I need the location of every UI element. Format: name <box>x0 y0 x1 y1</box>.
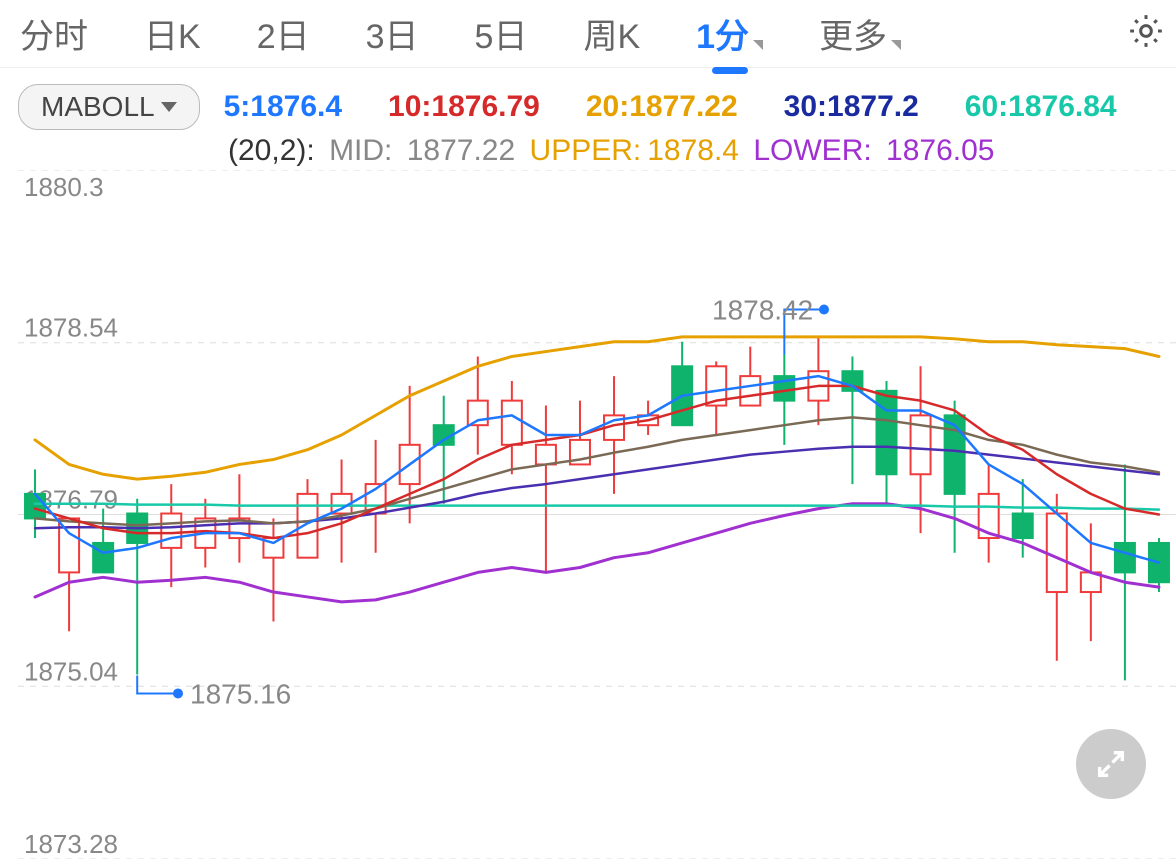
boll-params: (20,2): <box>228 134 315 167</box>
indicator-summary: MABOLL 5:1876.4 10:1876.79 20:1877.22 30… <box>0 68 1176 170</box>
chevron-down-icon <box>891 40 901 50</box>
expand-button[interactable] <box>1076 729 1146 799</box>
ma30-value: 30:1877.2 <box>784 90 919 124</box>
svg-text:1873.28: 1873.28 <box>24 829 118 859</box>
tab-more[interactable]: 更多 <box>819 9 901 58</box>
svg-text:1875.04: 1875.04 <box>24 656 118 686</box>
chevron-down-icon <box>161 102 177 112</box>
settings-button[interactable] <box>1126 11 1166 56</box>
expand-icon <box>1094 747 1128 781</box>
ma5-value: 5:1876.4 <box>224 90 342 124</box>
timeframe-tabs: 分时 日K 2日 3日 5日 周K 1分 更多 <box>20 9 901 58</box>
ma10-value: 10:1876.79 <box>388 90 540 124</box>
tab-weekk[interactable]: 周K <box>583 9 640 58</box>
gear-icon <box>1126 11 1166 51</box>
boll-mid-value: 1877.22 <box>407 134 515 167</box>
ma60-value: 60:1876.84 <box>965 90 1117 124</box>
chart-area[interactable]: 1880.31878.541876.791875.041873.281875.1… <box>0 170 1176 859</box>
timeframe-tabs-bar: 分时 日K 2日 3日 5日 周K 1分 更多 <box>0 0 1176 68</box>
chevron-down-icon <box>753 40 763 50</box>
indicator-selector[interactable]: MABOLL <box>18 84 200 130</box>
boll-upper-label: UPPER: <box>530 134 642 167</box>
ma20-value: 20:1877.22 <box>586 90 738 124</box>
tab-2day[interactable]: 2日 <box>257 9 310 58</box>
tab-more-label: 更多 <box>819 18 887 56</box>
tab-5day[interactable]: 5日 <box>475 9 528 58</box>
indicator-selector-label: MABOLL <box>41 91 155 123</box>
boll-lower-label: LOWER: <box>753 134 871 167</box>
boll-values: (20,2): MID: 1877.22 UPPER:1878.4 LOWER:… <box>18 134 1158 168</box>
svg-text:1878.54: 1878.54 <box>24 313 118 343</box>
tab-dayk[interactable]: 日K <box>144 9 201 58</box>
tab-1min-label: 1分 <box>696 18 749 56</box>
tab-1min[interactable]: 1分 <box>696 9 763 58</box>
tab-fenshi[interactable]: 分时 <box>20 9 88 58</box>
candlestick-chart: 1880.31878.541876.791875.041873.281875.1… <box>0 170 1176 859</box>
svg-text:1880.3: 1880.3 <box>24 172 104 202</box>
boll-lower-value: 1876.05 <box>886 134 994 167</box>
tab-3day[interactable]: 3日 <box>366 9 419 58</box>
svg-text:1878.42: 1878.42 <box>712 295 813 326</box>
boll-mid-label: MID: <box>329 134 392 167</box>
boll-upper-value: 1878.4 <box>647 134 739 167</box>
ma-values: 5:1876.4 10:1876.79 20:1877.22 30:1877.2… <box>224 90 1158 124</box>
svg-text:1875.16: 1875.16 <box>190 678 291 709</box>
